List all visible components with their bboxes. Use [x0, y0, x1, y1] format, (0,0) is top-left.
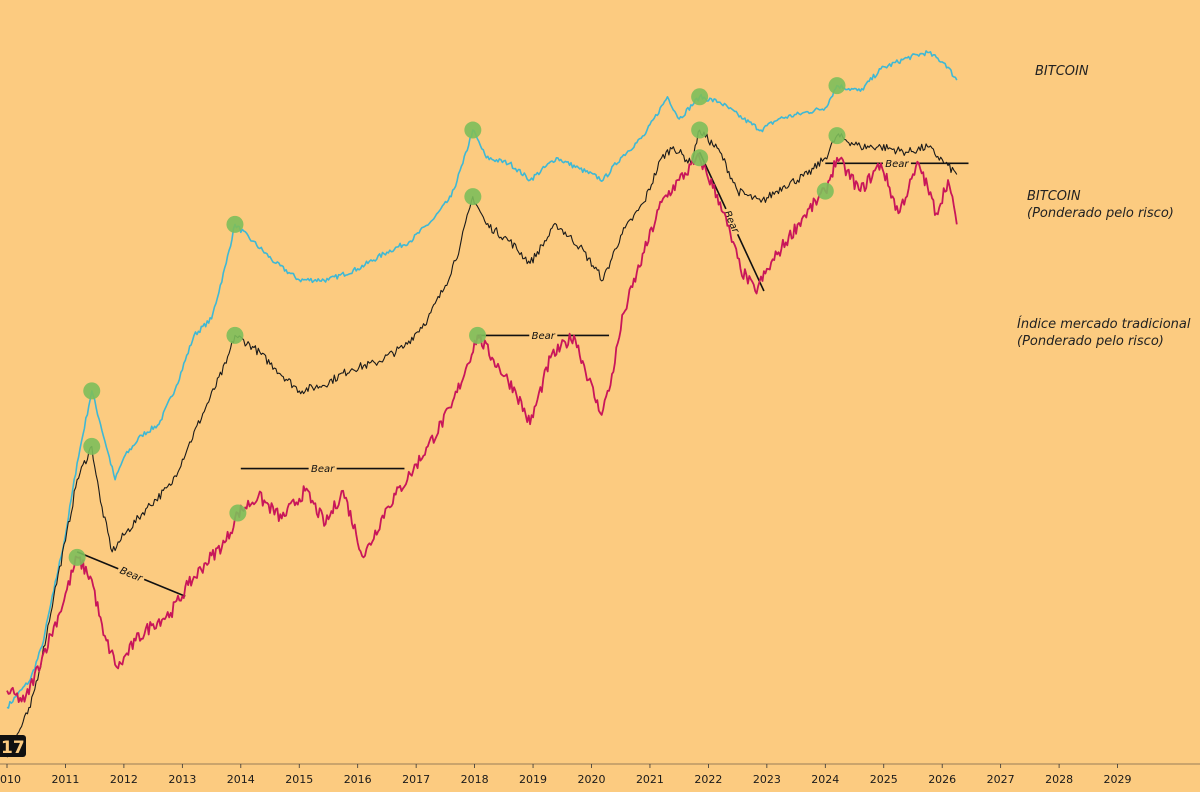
- peak-marker-bitcoin-1: [226, 215, 244, 233]
- x-tick-label-2024: 2024: [811, 773, 839, 786]
- legend-bitcoin-risk-line2: (Ponderado pelo risco): [1027, 206, 1174, 221]
- x-tick-label-2027: 2027: [987, 773, 1015, 786]
- corner-badge-label: 17: [1, 738, 25, 758]
- peak-marker-bitcoin-3: [691, 88, 709, 106]
- peak-marker-traditional-11: [229, 504, 247, 522]
- x-tick-label-2026: 2026: [928, 773, 956, 786]
- bear-label-2: Bear: [532, 331, 556, 342]
- bear-label-4: Bear: [885, 159, 909, 170]
- peak-marker-traditional-13: [691, 149, 709, 167]
- x-tick-label-2013: 2013: [168, 773, 196, 786]
- bear-label-1: Bear: [311, 464, 335, 475]
- series-lines: [6, 50, 958, 758]
- x-tick-label-2017: 2017: [402, 773, 430, 786]
- legend: BITCOIN BITCOIN (Ponderado pelo risco) Í…: [1017, 64, 1191, 349]
- peak-marker-bitcoin-4: [828, 77, 846, 95]
- legend-bitcoin-line1: BITCOIN: [1035, 64, 1089, 79]
- peak-marker-bitcoin_risk-8: [691, 121, 709, 139]
- legend-traditional-line2: (Ponderado pelo risco): [1017, 334, 1164, 349]
- x-tick-label-2012: 2012: [110, 773, 138, 786]
- peak-marker-bitcoin_risk-5: [83, 437, 101, 455]
- series-line-bitcoin: [6, 50, 958, 709]
- x-tick-label-2018: 2018: [461, 773, 489, 786]
- x-tick-label-2020: 2020: [578, 773, 606, 786]
- series-line-bitcoin_risk: [6, 129, 958, 758]
- peak-markers: [68, 77, 846, 566]
- peak-marker-bitcoin_risk-9: [828, 127, 846, 145]
- peak-marker-traditional-14: [816, 182, 834, 200]
- x-axis: 2010 2011 2012 2013 2014 2015 2016 2017 2018 2019…: [0, 763, 1200, 786]
- x-tick-label-2025: 2025: [870, 773, 898, 786]
- x-tick-label-2014: 2014: [227, 773, 255, 786]
- peak-marker-bitcoin_risk-6: [226, 326, 244, 344]
- x-tick-label-2015: 2015: [285, 773, 313, 786]
- x-tick-label-2010: 2010: [0, 773, 21, 786]
- x-tick-label-2021: 2021: [636, 773, 664, 786]
- bear-label-bg-4: [882, 156, 911, 169]
- x-tick-label-2022: 2022: [694, 773, 722, 786]
- x-tick-label-2023: 2023: [753, 773, 781, 786]
- peak-marker-traditional-12: [469, 326, 487, 344]
- corner-badge: 17: [0, 735, 26, 758]
- x-tick-label-2029: 2029: [1104, 773, 1132, 786]
- peak-marker-bitcoin-0: [83, 382, 101, 400]
- x-tick-label-2019: 2019: [519, 773, 547, 786]
- peak-marker-bitcoin_risk-7: [464, 188, 482, 206]
- peak-marker-bitcoin-2: [464, 121, 482, 139]
- bear-label-bg-0: [116, 562, 147, 584]
- bear-label-bg-1: [308, 461, 337, 474]
- legend-traditional-line1: Índice mercado tradicional: [1017, 316, 1191, 332]
- x-tick-label-2028: 2028: [1045, 773, 1073, 786]
- series-line-traditional: [6, 152, 958, 703]
- legend-bitcoin-risk-line1: BITCOIN: [1027, 189, 1081, 204]
- x-tick-label-2011: 2011: [51, 773, 79, 786]
- corner-badge-box: [0, 735, 26, 757]
- x-tick-label-2016: 2016: [344, 773, 372, 786]
- peak-marker-traditional-10: [68, 548, 86, 566]
- bear-label-bg-2: [529, 328, 558, 341]
- bear-label-bg-3: [721, 205, 745, 237]
